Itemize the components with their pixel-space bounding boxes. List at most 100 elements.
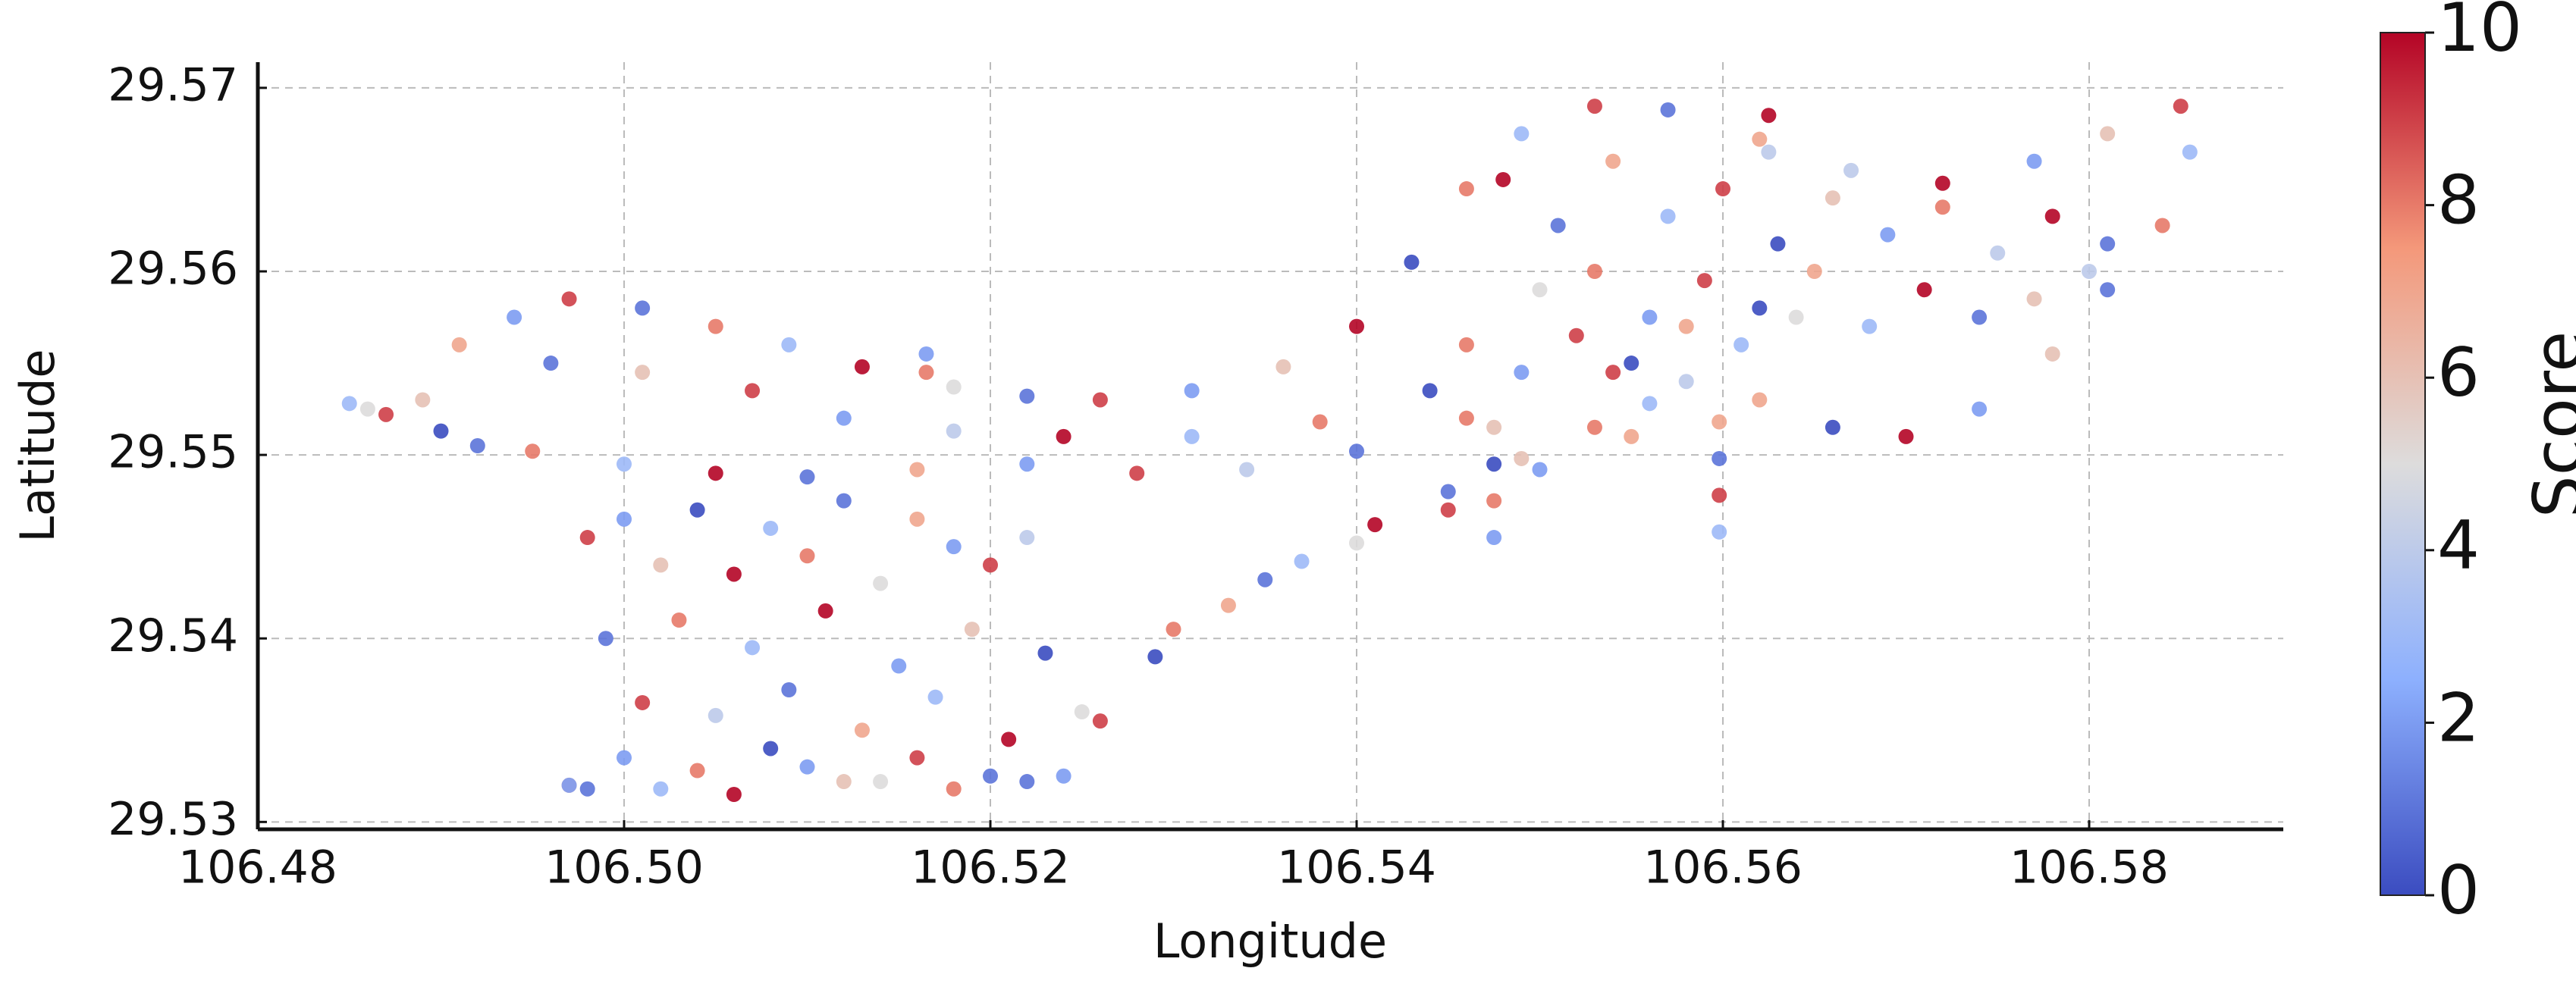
point bbox=[635, 300, 651, 316]
point bbox=[1862, 318, 1878, 334]
point bbox=[561, 777, 577, 793]
point bbox=[1642, 309, 1658, 325]
point bbox=[836, 774, 852, 790]
point bbox=[1074, 704, 1090, 720]
point bbox=[1752, 300, 1768, 316]
point bbox=[579, 781, 595, 797]
point bbox=[708, 707, 723, 723]
point bbox=[1642, 396, 1658, 412]
x-tick-label: 106.48 bbox=[178, 841, 337, 894]
point bbox=[1312, 414, 1328, 430]
colorbar-tick-label: 4 bbox=[2437, 506, 2480, 584]
point bbox=[415, 392, 431, 408]
point bbox=[689, 502, 705, 518]
colorbar bbox=[2380, 32, 2426, 896]
point bbox=[854, 722, 870, 738]
point bbox=[854, 359, 870, 374]
point bbox=[799, 548, 815, 564]
colorbar-tick-label: 0 bbox=[2437, 851, 2480, 929]
point bbox=[617, 511, 632, 527]
point bbox=[946, 423, 962, 439]
point bbox=[598, 631, 613, 647]
point bbox=[689, 763, 705, 779]
point bbox=[1147, 649, 1163, 665]
y-axis-label: Latitude bbox=[10, 349, 65, 542]
point bbox=[1934, 175, 1950, 191]
point bbox=[1788, 309, 1804, 325]
point bbox=[1019, 456, 1035, 472]
point bbox=[927, 689, 943, 705]
point bbox=[543, 356, 559, 371]
point bbox=[1458, 410, 1474, 426]
point bbox=[469, 438, 485, 453]
point bbox=[946, 539, 962, 555]
point bbox=[1825, 419, 1840, 435]
point bbox=[763, 741, 779, 757]
point bbox=[2182, 144, 2198, 160]
point bbox=[2154, 218, 2170, 233]
point bbox=[1761, 144, 1777, 160]
point bbox=[1916, 282, 1932, 298]
point bbox=[891, 658, 907, 674]
point bbox=[1734, 337, 1749, 352]
point bbox=[1220, 597, 1236, 613]
point bbox=[1972, 401, 1988, 417]
point bbox=[817, 603, 833, 619]
point bbox=[763, 520, 779, 536]
point bbox=[2026, 291, 2042, 307]
point bbox=[909, 462, 925, 478]
point bbox=[1605, 153, 1621, 169]
point bbox=[1678, 374, 1694, 390]
point bbox=[1660, 102, 1676, 117]
y-tick-label: 29.55 bbox=[108, 426, 238, 479]
point bbox=[1898, 428, 1914, 444]
point bbox=[1514, 450, 1530, 466]
point bbox=[1660, 208, 1676, 224]
point bbox=[1586, 419, 1602, 435]
point bbox=[1001, 732, 1017, 747]
point bbox=[1092, 392, 1108, 408]
point bbox=[708, 465, 723, 481]
point bbox=[1550, 218, 1566, 233]
point bbox=[946, 781, 962, 797]
point bbox=[1294, 553, 1310, 569]
point bbox=[2100, 126, 2116, 142]
point bbox=[2100, 282, 2116, 298]
point bbox=[918, 365, 934, 381]
point bbox=[653, 557, 669, 573]
point bbox=[1624, 356, 1639, 371]
colorbar-label: Score bbox=[2519, 331, 2576, 518]
point bbox=[671, 612, 687, 628]
point bbox=[1678, 318, 1694, 334]
point bbox=[1129, 465, 1145, 481]
point bbox=[1712, 487, 1727, 503]
point bbox=[1712, 450, 1727, 466]
point bbox=[2100, 236, 2116, 252]
point bbox=[1440, 502, 1456, 518]
point bbox=[1770, 236, 1786, 252]
point bbox=[1715, 181, 1731, 197]
point bbox=[617, 456, 632, 472]
point bbox=[1532, 282, 1548, 298]
point bbox=[1712, 524, 1727, 540]
point bbox=[781, 682, 797, 697]
y-tick-label: 29.53 bbox=[108, 793, 238, 846]
point bbox=[799, 469, 815, 485]
point bbox=[1514, 126, 1530, 142]
colorbar-tick-label: 6 bbox=[2437, 334, 2480, 412]
point bbox=[1806, 264, 1822, 279]
point bbox=[1624, 428, 1639, 444]
point bbox=[1037, 645, 1053, 661]
point bbox=[1486, 419, 1502, 435]
point bbox=[918, 346, 934, 362]
point bbox=[1404, 254, 1420, 270]
point bbox=[1458, 181, 1474, 197]
point bbox=[1056, 428, 1072, 444]
point bbox=[1990, 245, 2006, 261]
point bbox=[1486, 456, 1502, 472]
point bbox=[1586, 99, 1602, 114]
x-tick-label: 106.54 bbox=[1277, 841, 1436, 894]
point bbox=[836, 410, 852, 426]
point bbox=[1184, 383, 1200, 399]
